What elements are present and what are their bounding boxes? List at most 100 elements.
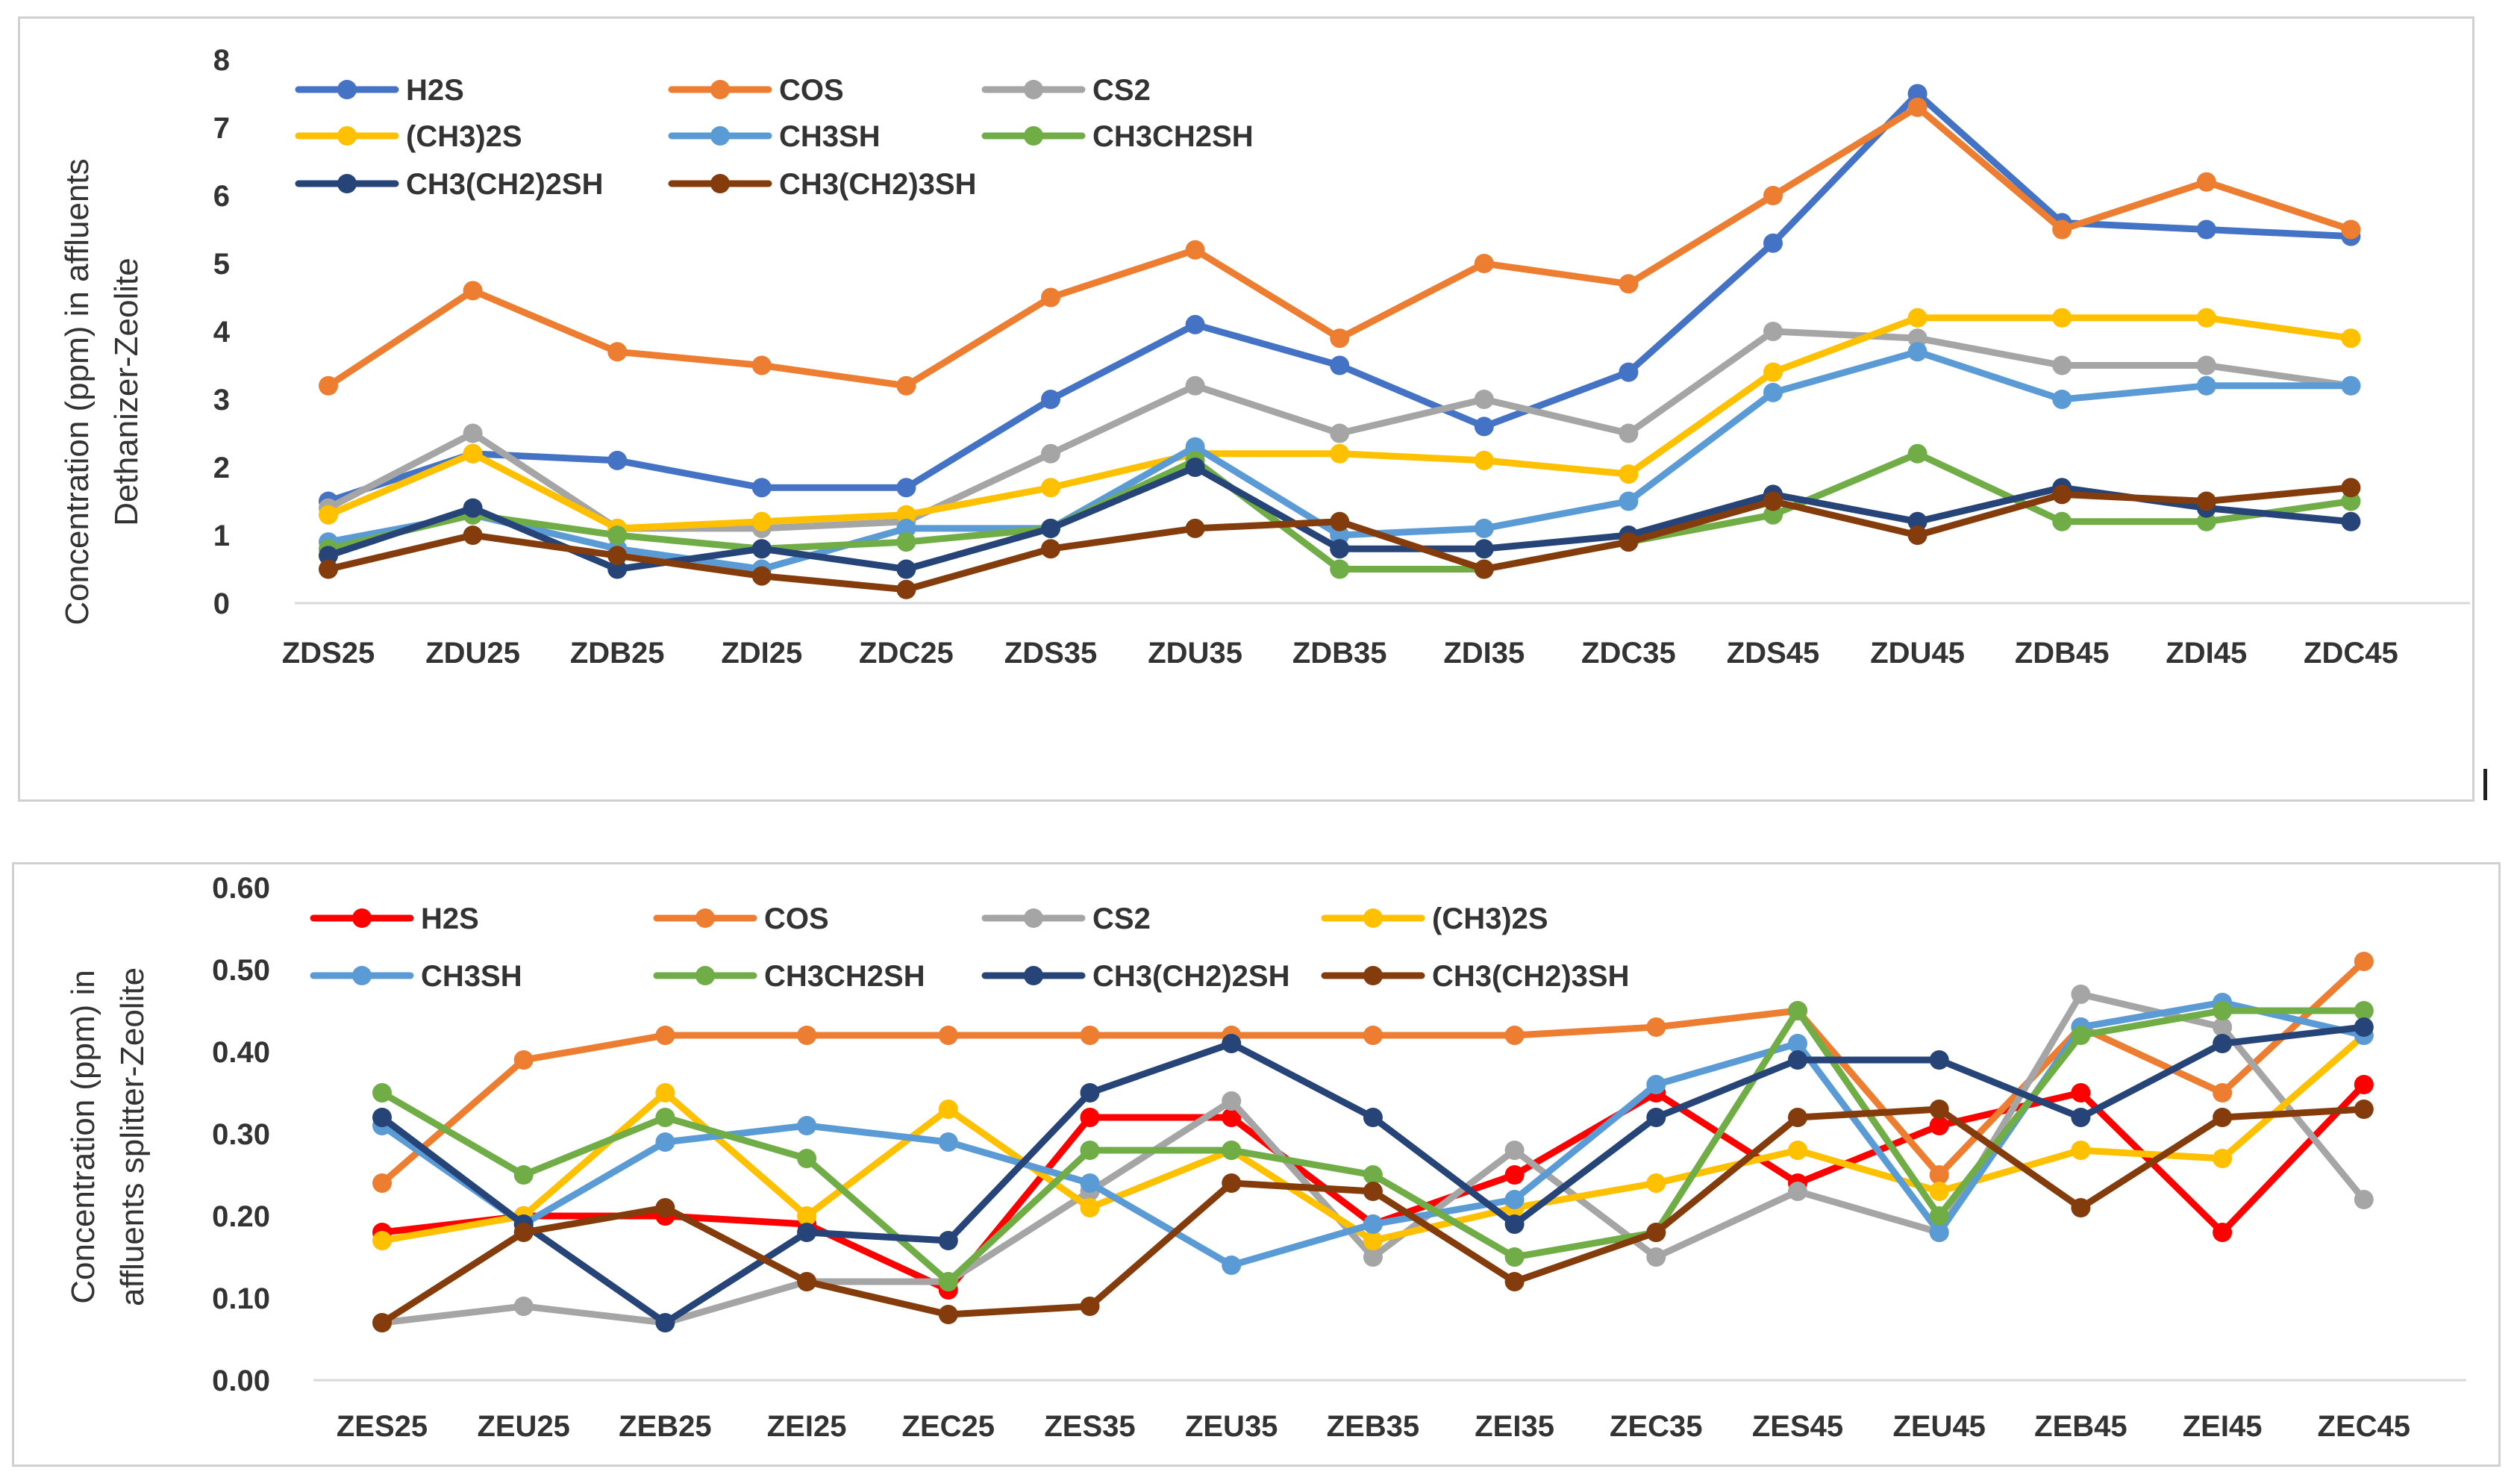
chart2-data-point-h2s (1222, 1108, 1242, 1127)
chart1-y-tick-label: 7 (213, 112, 230, 145)
chart2-data-point-ch3sh (1363, 1214, 1383, 1234)
chart1-y-tick-label: 3 (213, 384, 230, 417)
chart2-x-tick-label: ZEI25 (767, 1410, 847, 1443)
chart-panel-dethanizer (18, 16, 2474, 802)
chart1-legend-marker-ch3-2s (337, 126, 357, 146)
chart1-data-point-ch3-2s (463, 443, 483, 464)
chart2-x-tick-label: ZEU35 (1185, 1410, 1278, 1443)
chart2-x-tick-label: ZEB45 (2034, 1410, 2127, 1443)
chart1-data-point-ch3ch2sh (1907, 443, 1927, 464)
chart1-data-point-ch3-ch2-2sh (1907, 511, 1927, 531)
chart2-data-point-ch3-ch2-3sh (938, 1305, 958, 1324)
chart2-data-point-ch3-ch2-2sh (1504, 1214, 1525, 1234)
chart2-data-point-ch3ch2sh (1363, 1165, 1383, 1185)
chart2-data-point-ch3-2s (2213, 1149, 2233, 1168)
chart1-x-tick-label: ZDC25 (859, 637, 954, 670)
chart1-legend-label: (CH3)2S (406, 120, 522, 153)
chart2-data-point-cs2 (1363, 1247, 1383, 1267)
chart2-data-point-ch3sh (1504, 1190, 1525, 1209)
chart2-data-point-ch3sh (1646, 1075, 1666, 1094)
chart1-data-point-cs2 (2196, 355, 2216, 375)
chart2-legend-label: (CH3)2S (1432, 902, 1548, 935)
chart2-data-point-ch3sh (1929, 1223, 1949, 1242)
chart2-data-point-ch3-ch2-3sh (797, 1272, 817, 1291)
chart2-data-point-ch3ch2sh (938, 1272, 958, 1291)
chart2-data-point-ch3ch2sh (1080, 1141, 1100, 1160)
chart2-data-point-ch3ch2sh (797, 1149, 817, 1168)
chart1-data-point-ch3ch2sh (2341, 491, 2361, 511)
chart2-data-point-ch3-ch2-3sh (513, 1223, 534, 1242)
chart2-data-point-ch3-ch2-2sh (1222, 1034, 1242, 1053)
chart1-data-point-h2s (607, 450, 628, 470)
chart2-y-tick-label: 0.20 (212, 1200, 270, 1233)
chart1-data-point-cos (607, 342, 628, 362)
chart2-data-point-ch3-2s (797, 1206, 817, 1226)
chart2-y-tick-label: 0.60 (212, 872, 270, 905)
chart1-data-point-ch3sh (1907, 342, 1927, 362)
chart2-data-point-h2s (1080, 1108, 1100, 1127)
chart1-data-point-ch3sh (2052, 390, 2072, 409)
chart1-data-point-ch3sh (2196, 375, 2216, 396)
chart2-data-point-cos (1080, 1026, 1100, 1045)
chart1-data-point-ch3-2s (1907, 308, 1927, 328)
chart1-legend-label: CS2 (1092, 74, 1151, 107)
chart2-data-point-h2s (1504, 1165, 1525, 1185)
chart1-x-tick-label: ZDI25 (721, 637, 802, 670)
chart2-x-tick-label: ZEB25 (619, 1410, 712, 1443)
chart1-legend-marker-cos (710, 80, 730, 99)
chart1-x-tick-label: ZDB25 (570, 637, 665, 670)
chart1-data-point-ch3-2s (896, 505, 916, 525)
chart2-x-tick-label: ZES25 (337, 1410, 428, 1443)
chart2-data-point-ch3ch2sh (655, 1108, 675, 1127)
chart1-data-point-cos (2196, 172, 2216, 192)
chart2-x-tick-label: ZEU25 (477, 1410, 570, 1443)
chart1-x-tick-label: ZDS45 (1727, 637, 1820, 670)
chart2-data-point-cos (938, 1026, 958, 1045)
chart1-data-point-cs2 (1041, 443, 1060, 464)
chart1-data-point-ch3-ch2-3sh (1041, 539, 1060, 559)
chart2-legend-marker-ch3-ch2-3sh (1363, 966, 1383, 985)
chart1-data-point-ch3ch2sh (1330, 559, 1350, 579)
chart1-legend-marker-ch3sh (710, 126, 730, 146)
chart1-data-point-ch3sh (1619, 491, 1639, 511)
chart2-legend-marker-h2s (352, 908, 372, 928)
chart2-data-point-ch3ch2sh (372, 1083, 392, 1103)
chart2-data-point-ch3-ch2-3sh (2354, 1100, 2374, 1119)
chart2-data-point-cos (2213, 1083, 2233, 1103)
chart2-data-point-cos (1363, 1026, 1383, 1045)
chart1-data-point-ch3-2s (2196, 308, 2216, 328)
chart2-data-point-ch3-ch2-3sh (1646, 1223, 1666, 1242)
chart2-x-tick-label: ZEI45 (2183, 1410, 2263, 1443)
chart2-legend-marker-ch3-2s (1363, 908, 1383, 928)
chart2-data-point-ch3-2s (1080, 1198, 1100, 1217)
chart1-x-tick-label: ZDS25 (282, 637, 375, 670)
chart1-x-tick-label: ZDU35 (1148, 637, 1242, 670)
chart1-data-point-cos (1907, 97, 1927, 117)
chart1-data-point-cos (463, 281, 483, 301)
chart1-data-point-ch3sh (1474, 518, 1494, 538)
chart2-data-point-ch3sh (1222, 1256, 1242, 1275)
chart1-data-point-cos (1763, 186, 1783, 205)
chart2-x-tick-label: ZES35 (1044, 1410, 1135, 1443)
text-cursor-mark (2483, 769, 2487, 800)
chart1-data-point-h2s (1330, 355, 1350, 375)
chart1-data-point-ch3-2s (1619, 464, 1639, 484)
chart1-data-point-ch3ch2sh (896, 532, 916, 552)
chart1-data-point-ch3-ch2-2sh (607, 559, 628, 579)
chart1-data-point-ch3-ch2-2sh (463, 498, 483, 518)
chart1-data-point-ch3-2s (1041, 478, 1060, 498)
chart1-data-point-ch3-ch2-3sh (751, 566, 772, 586)
chart2-data-point-ch3sh (655, 1132, 675, 1152)
chart1-data-point-ch3-ch2-2sh (896, 559, 916, 579)
chart1-legend-marker-ch3-ch2-2sh (337, 174, 357, 193)
chart1-data-point-ch3-2s (1763, 362, 1783, 382)
chart1-data-point-ch3-ch2-3sh (607, 546, 628, 566)
chart1-data-point-cs2 (1474, 390, 1494, 409)
chart2-legend-marker-ch3sh (352, 966, 372, 985)
chart1-data-point-ch3-ch2-3sh (1185, 518, 1205, 538)
chart2-data-point-cos (513, 1050, 534, 1070)
chart2-legend-label: CH3(CH2)3SH (1432, 960, 1630, 993)
chart1-data-point-h2s (1185, 314, 1205, 334)
chart2-data-point-cos (372, 1173, 392, 1193)
